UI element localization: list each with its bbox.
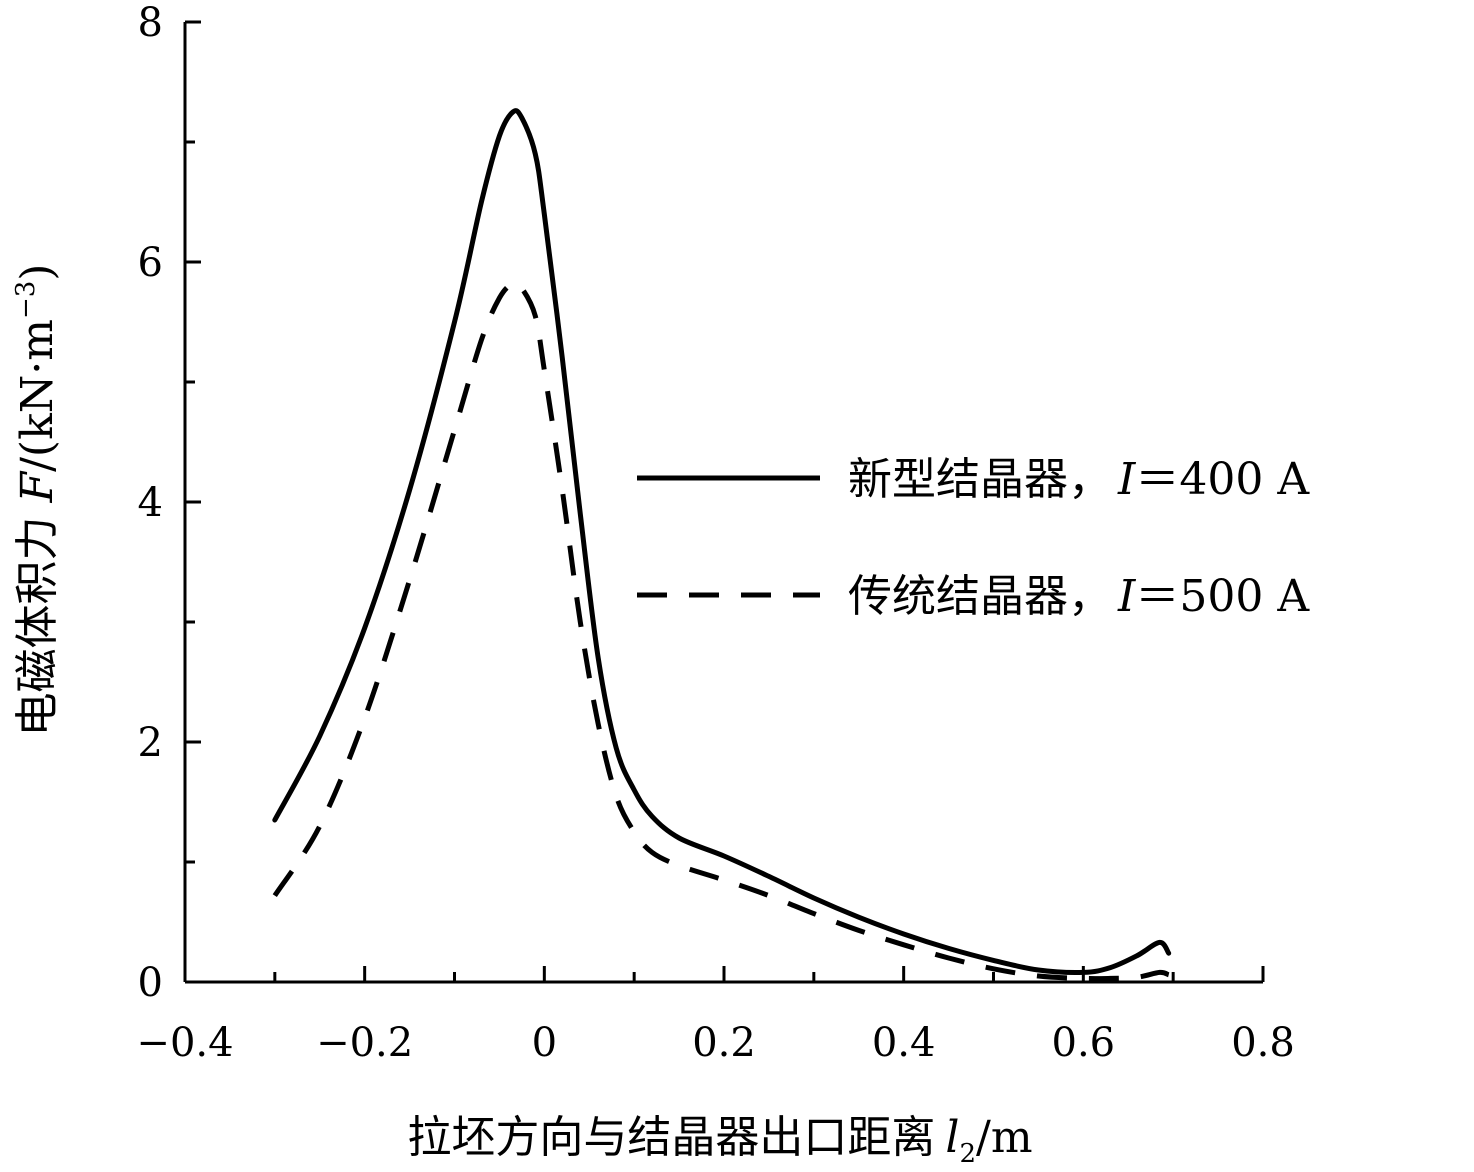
- y-tick-label: 0: [138, 960, 163, 1006]
- x-tick-label: 0.8: [1231, 1020, 1295, 1066]
- axes-layer: 0 2 4 6 8 −0.4 −0.2 0 0.2 0.4 0.6 0.8: [136, 0, 1294, 1066]
- series-layer: [272, 108, 1172, 982]
- y-axis-title: 电磁体积力 F/(kN·m−3): [11, 264, 63, 737]
- y-tick-label: 4: [138, 480, 163, 526]
- y-tick-label: 8: [138, 0, 163, 46]
- y-axis-title-prefix: 电磁体积力: [12, 516, 63, 736]
- series-line-new: [272, 108, 1172, 975]
- x-axis-title-prefix: 拉坯方向与结晶器出口距离: [407, 1112, 935, 1163]
- y-axis-title-superscript: −3: [11, 281, 41, 319]
- legend-label-prefix: 新型结晶器，: [848, 454, 1112, 505]
- y-axis-title-unit: /(kN·m: [12, 319, 63, 472]
- x-tick-label: 0.2: [692, 1020, 756, 1066]
- x-axis-title-symbol: l: [945, 1112, 959, 1163]
- x-tick-label: −0.4: [136, 1020, 233, 1066]
- legend-label-value: ＝500 A: [1135, 571, 1310, 622]
- legend-label: 传统结晶器， I＝500 A: [848, 571, 1310, 622]
- legend-label-prefix: 传统结晶器，: [848, 571, 1112, 622]
- x-tick-label: −0.2: [316, 1020, 413, 1066]
- legend-label: 新型结晶器， I＝400 A: [848, 454, 1310, 505]
- x-tick-label: 0.4: [872, 1020, 936, 1066]
- x-tick-label: 0.6: [1052, 1020, 1116, 1066]
- x-axis-title-unit: /m: [976, 1112, 1033, 1163]
- x-axis-title-subscript: 2: [959, 1139, 976, 1169]
- y-axis-title-close: ): [12, 264, 63, 281]
- x-axis-title: 拉坯方向与结晶器出口距离 l2/m: [407, 1112, 1032, 1169]
- series-line-traditional: [272, 280, 1170, 982]
- y-tick-label: 6: [138, 240, 163, 286]
- legend-label-value: ＝400 A: [1135, 454, 1310, 505]
- y-axis-title-symbol: F: [12, 470, 63, 503]
- legend-label-symbol: I: [1117, 571, 1137, 622]
- y-tick-label: 2: [138, 720, 163, 766]
- legend-label-symbol: I: [1117, 454, 1137, 505]
- x-tick-label: 0: [532, 1020, 557, 1066]
